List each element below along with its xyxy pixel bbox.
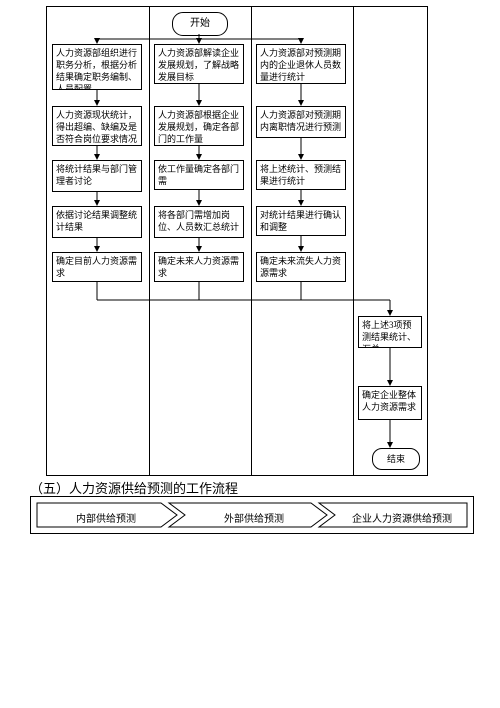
node-c4: 对统计结果进行确认和调整 (256, 206, 346, 236)
chevron-1-label: 内部供给预测 (51, 510, 161, 525)
chevron-2-label: 外部供给预测 (199, 510, 309, 525)
page: 开始 人力资源部组织进行职务分析，根据分析结果确定职务编制、人员配置 人力资源现… (0, 0, 500, 708)
node-a3: 将统计结果与部门管理者讨论 (52, 160, 142, 192)
node-b1: 人力资源部解读企业发展规划，了解战略发展目标 (154, 44, 244, 84)
node-a2: 人力资源现状统计，得出超编、缺编及是否符合岗位要求情况 (52, 106, 142, 146)
node-c3: 将上述统计、预测结果进行统计 (256, 160, 346, 190)
start-node: 开始 (172, 12, 228, 36)
node-c5: 确定未来流失人力资源需求 (256, 252, 346, 282)
section-title: （五）人力资源供给预测的工作流程 (30, 478, 238, 497)
node-r1: 将上述3项预测结果统计、汇总 (358, 316, 422, 348)
node-b4: 将各部门需增加岗位、人员数汇总统计 (154, 206, 244, 238)
node-a4: 依据讨论结果调整统计结果 (52, 206, 142, 238)
node-r2: 确定企业整体人力资源需求 (358, 386, 422, 420)
chevron-3-label: 企业人力资源供给预测 (339, 510, 465, 525)
node-c1: 人力资源部对预测期内的企业退休人员数量进行统计 (256, 44, 346, 84)
supply-forecast-box: 内部供给预测 外部供给预测 企业人力资源供给预测 (30, 496, 474, 534)
node-a1: 人力资源部组织进行职务分析，根据分析结果确定职务编制、人员配置 (52, 44, 142, 90)
node-b3: 依工作量确定各部门需 (154, 160, 244, 190)
end-node: 结束 (372, 448, 420, 470)
node-b2: 人力资源部根据企业发展规划，确定各部门的工作量 (154, 106, 244, 146)
node-a5: 确定目前人力资源需求 (52, 252, 142, 282)
node-b5: 确定未来人力资源需求 (154, 252, 244, 282)
node-c2: 人力资源部对预测期内离职情况进行预测 (256, 106, 346, 138)
